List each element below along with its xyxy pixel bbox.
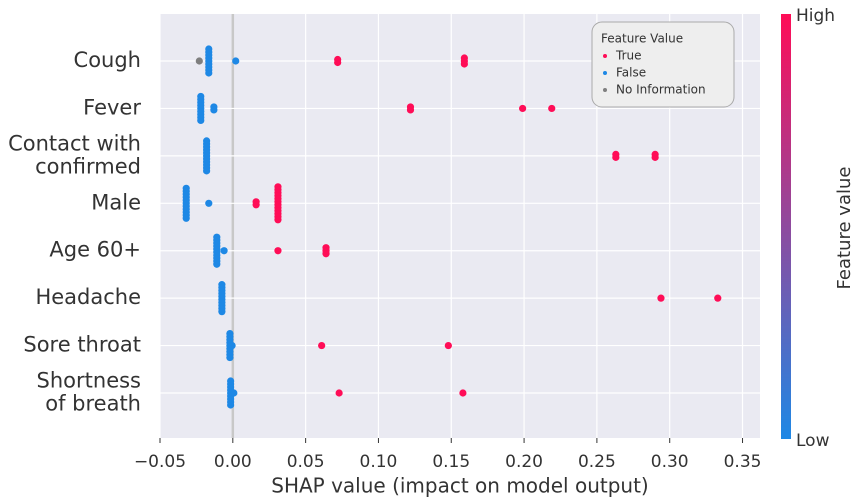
x-tick-label: 0.20 (505, 452, 543, 472)
x-tick-label: 0.10 (360, 452, 398, 472)
dot (227, 401, 235, 409)
dot (274, 216, 282, 224)
dot (182, 214, 190, 222)
x-tick-label: 0.05 (287, 452, 325, 472)
colorbar-low: Low (796, 431, 830, 451)
y-tick-label: of breath (45, 392, 141, 416)
y-tick-label: Shortness (37, 369, 141, 393)
dot (318, 341, 326, 350)
dot (460, 60, 468, 68)
y-tick-label: confirmed (35, 154, 141, 178)
legend-marker (603, 54, 607, 58)
dot (548, 104, 556, 113)
dot (197, 116, 205, 125)
dot (232, 57, 240, 65)
dot (612, 153, 620, 161)
x-tick-label: 0.30 (651, 452, 689, 472)
legend-box (591, 21, 735, 108)
legend-marker (603, 88, 607, 92)
dot (210, 106, 218, 114)
dot (195, 57, 203, 65)
x-tick-label: 0.35 (724, 452, 762, 472)
dot (335, 389, 343, 397)
dot (651, 153, 659, 161)
y-tick-label: Headache (35, 285, 141, 309)
legend-label: False (616, 66, 646, 80)
colorbar (781, 14, 791, 439)
legend-marker (603, 71, 607, 75)
dot (218, 308, 226, 316)
y-tick-label: Contact with (8, 131, 141, 155)
dot (220, 247, 228, 255)
dot (203, 167, 211, 175)
dot (252, 201, 260, 209)
dot (459, 389, 467, 397)
dot (714, 294, 722, 302)
dot (205, 69, 213, 77)
dot (205, 199, 213, 207)
y-tick-label: Age 60+ (49, 238, 141, 262)
dot (406, 106, 415, 114)
colorbar-label: Feature value (834, 167, 853, 290)
dot (334, 58, 342, 67)
dot (657, 294, 665, 302)
x-axis-title: SHAP value (impact on model output) (271, 474, 648, 498)
x-tick-label: 0.00 (214, 452, 252, 472)
legend-title: Feature Value (601, 32, 683, 46)
dot (274, 247, 282, 255)
dot (213, 260, 221, 268)
y-tick-label: Cough (74, 48, 141, 72)
x-tick-label: −0.05 (134, 452, 186, 472)
dot (228, 341, 236, 350)
x-tick-label: 0.15 (432, 452, 470, 472)
colorbar-high: High (796, 6, 835, 26)
y-tick-label: Fever (83, 95, 141, 119)
y-tick-label: Male (91, 190, 141, 214)
legend-label: True (615, 49, 642, 63)
y-tick-label: Sore throat (23, 333, 141, 357)
dot (444, 341, 452, 350)
x-tick-label: 0.25 (578, 452, 616, 472)
dot (230, 389, 238, 397)
dot (226, 353, 234, 362)
dot (519, 104, 527, 113)
legend-label: No Information (616, 83, 706, 97)
dot (322, 250, 330, 258)
